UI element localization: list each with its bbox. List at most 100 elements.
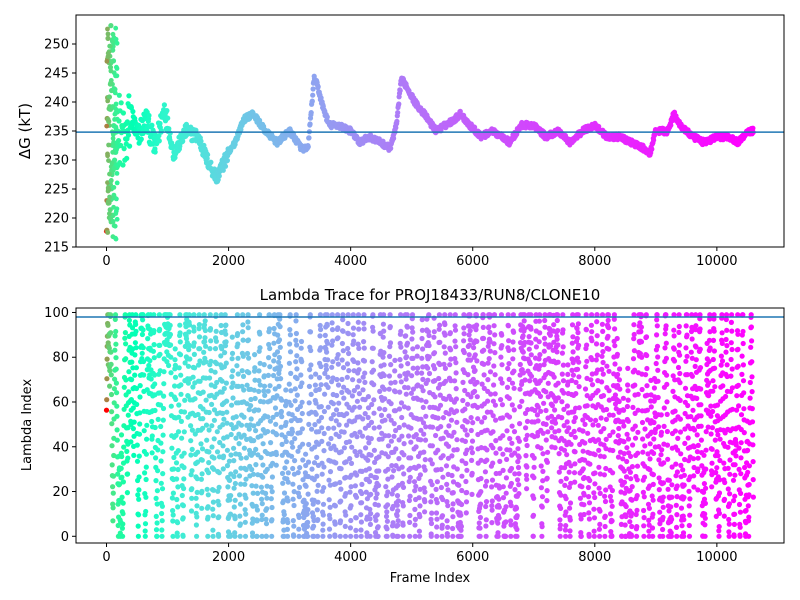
lambda-point xyxy=(654,323,660,329)
lambda-point xyxy=(186,329,192,335)
lambda-point xyxy=(482,469,488,475)
lambda-point xyxy=(489,484,495,490)
lambda-point xyxy=(460,397,466,404)
lambda-point xyxy=(200,389,206,395)
lambda-point xyxy=(482,415,488,421)
lambda-point xyxy=(480,324,486,330)
lambda-point xyxy=(490,413,496,419)
lambda-point xyxy=(487,329,493,335)
lambda-point xyxy=(426,370,433,377)
lambda-point xyxy=(109,409,115,415)
lambda-point xyxy=(136,474,142,480)
lambda-point xyxy=(256,368,262,374)
lambda-point xyxy=(547,332,554,338)
lambda-point xyxy=(133,321,139,327)
lambda-point xyxy=(377,388,383,394)
lambda-point xyxy=(293,318,299,324)
lambda-point xyxy=(237,501,244,507)
lambda-point xyxy=(227,533,233,539)
lambda-point xyxy=(360,374,366,380)
lambda-point xyxy=(294,375,300,382)
lambda-point xyxy=(641,507,647,514)
lambda-point xyxy=(539,504,545,510)
lambda-point xyxy=(631,322,637,328)
lambda-point xyxy=(359,481,365,487)
dg-point xyxy=(113,25,119,31)
lambda-point xyxy=(118,465,124,471)
lambda-point xyxy=(125,471,131,477)
lambda-point xyxy=(531,455,537,461)
lambda-point xyxy=(151,342,157,348)
lambda-point xyxy=(410,365,416,371)
lambda-point xyxy=(503,519,509,525)
lambda-point xyxy=(312,382,318,388)
lambda-point xyxy=(220,453,227,459)
lambda-point xyxy=(318,326,324,333)
lambda-point xyxy=(291,523,297,529)
lambda-point xyxy=(545,429,551,435)
lambda-point xyxy=(316,375,323,381)
lambda-point xyxy=(499,343,505,349)
lambda-point xyxy=(385,454,391,460)
lambda-point xyxy=(315,499,321,505)
lambda-point xyxy=(442,321,448,328)
lambda-point xyxy=(555,359,561,365)
lambda-point xyxy=(475,416,481,422)
lambda-point xyxy=(196,362,202,368)
lambda-point xyxy=(136,496,142,502)
lambda-point xyxy=(252,377,258,383)
lambda-point xyxy=(505,365,511,372)
lambda-point xyxy=(231,485,237,491)
lambda-point xyxy=(492,402,498,408)
lambda-point xyxy=(347,489,353,495)
lambda-point xyxy=(177,339,183,345)
lambda-point xyxy=(308,362,314,368)
lambda-point xyxy=(220,466,226,472)
lambda-point xyxy=(137,394,143,400)
lambda-point xyxy=(655,354,661,360)
lambda-point xyxy=(663,340,669,346)
lambda-point xyxy=(491,341,497,347)
lambda-point xyxy=(481,385,487,391)
lambda-point xyxy=(387,312,393,318)
lambda-point xyxy=(564,403,571,409)
dg-point xyxy=(668,122,674,128)
lambda-point xyxy=(509,423,515,429)
lambda-point xyxy=(222,350,228,356)
lambda-point xyxy=(200,416,206,422)
lambda-point xyxy=(113,380,119,386)
lambda-point xyxy=(625,436,632,442)
lambda-point xyxy=(310,513,316,519)
lambda-point xyxy=(632,435,639,441)
lambda-point xyxy=(600,371,606,377)
lambda-point xyxy=(177,352,184,358)
lambda-point xyxy=(159,533,165,539)
lambda-point xyxy=(285,533,291,539)
lambda-point xyxy=(516,438,523,444)
lambda-point xyxy=(157,326,163,332)
lambda-point xyxy=(149,418,155,425)
lambda-point xyxy=(416,463,422,469)
lambda-point xyxy=(277,312,283,318)
lambda-point xyxy=(487,312,493,318)
lambda-point xyxy=(285,470,291,476)
lambda-point xyxy=(425,329,431,335)
lambda-point xyxy=(410,346,416,352)
lambda-point xyxy=(335,361,341,367)
lambda-point xyxy=(249,520,255,526)
lambda-point xyxy=(242,519,248,525)
lambda-point xyxy=(413,444,419,450)
lambda-point xyxy=(171,454,177,461)
lambda-point xyxy=(551,339,557,345)
lambda-point xyxy=(452,323,458,329)
lambda-point xyxy=(440,474,446,480)
lambda-point xyxy=(586,494,592,500)
lambda-point xyxy=(318,345,324,351)
lambda-point xyxy=(404,324,410,330)
lambda-point xyxy=(340,312,346,318)
lambda-point xyxy=(597,533,603,539)
x-tick-label: 2000 xyxy=(212,254,245,269)
lambda-point xyxy=(595,367,601,373)
lambda-point xyxy=(288,370,294,376)
